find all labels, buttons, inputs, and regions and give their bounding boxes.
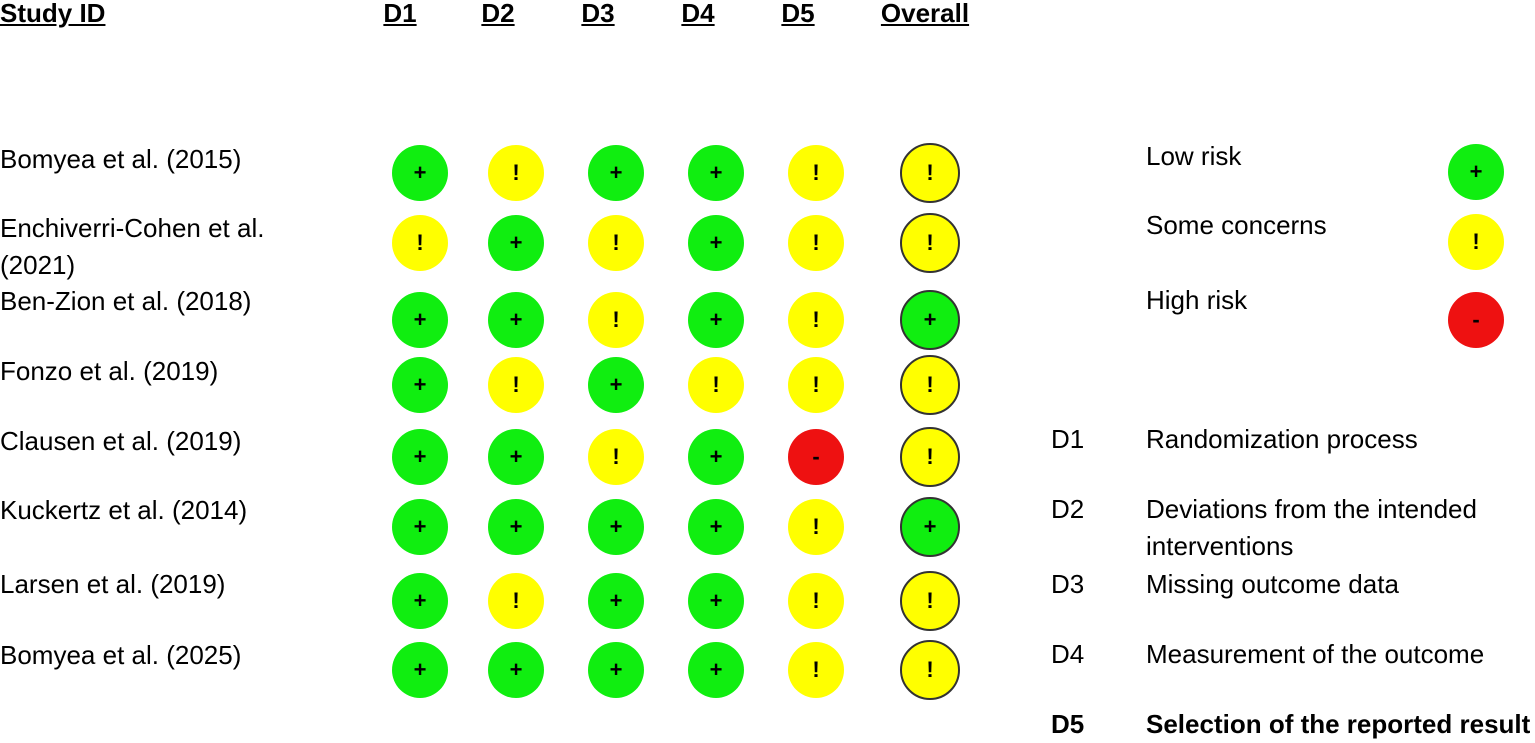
risk-dot-d1: + (392, 145, 448, 201)
domain-header-d3: D3 (581, 0, 615, 28)
overall-risk-dot: ! (900, 640, 960, 700)
legend-domain-code: D2 (1051, 494, 1085, 524)
legend-risk-label: Some concerns (1146, 210, 1327, 240)
study-label: Enchiverri-Cohen et al. (2021) (0, 213, 265, 280)
risk-dot-d5: ! (788, 215, 844, 271)
risk-dot-d3: + (588, 642, 644, 698)
risk-dot-d2: + (488, 215, 544, 271)
risk-dot-d1: + (392, 292, 448, 348)
risk-dot-d4: + (688, 499, 744, 555)
risk-dot-d2: + (488, 429, 544, 485)
legend-domain-code: D4 (1051, 639, 1085, 669)
risk-dot-d1: + (392, 429, 448, 485)
risk-dot-d5: ! (788, 357, 844, 413)
legend-domain-text: Selection of the reported result (1146, 709, 1531, 739)
legend-domain-code: D3 (1051, 569, 1085, 599)
risk-dot-d2: + (488, 499, 544, 555)
risk-dot-d4: + (688, 429, 744, 485)
risk-dot-d4: ! (688, 357, 744, 413)
overall-risk-dot: ! (900, 355, 960, 415)
risk-dot-d5: ! (788, 499, 844, 555)
study-label: Bomyea et al. (2025) (0, 640, 242, 670)
legend-risk-label: Low risk (1146, 141, 1242, 171)
risk-dot-d2: ! (488, 357, 544, 413)
risk-dot-d1: ! (392, 215, 448, 271)
overall-risk-dot: ! (900, 143, 960, 203)
risk-dot-d4: + (688, 215, 744, 271)
risk-dot-d2: + (488, 292, 544, 348)
study-label: Clausen et al. (2019) (0, 426, 242, 456)
study-label: Larsen et al. (2019) (0, 569, 226, 599)
study-label: Fonzo et al. (2019) (0, 356, 219, 386)
risk-dot-d3: ! (588, 292, 644, 348)
risk-dot-d5: ! (788, 145, 844, 201)
legend-domain-text: Missing outcome data (1146, 569, 1399, 599)
legend-domain-text: Randomization process (1146, 424, 1418, 454)
risk-dot-d4: + (688, 642, 744, 698)
risk-dot-d1: + (392, 499, 448, 555)
study-label: Bomyea et al. (2015) (0, 144, 242, 174)
legend-domain-code: D5 (1051, 709, 1085, 739)
risk-dot-d2: ! (488, 573, 544, 629)
overall-header: Overall (880, 0, 970, 28)
risk-dot-d5: - (788, 429, 844, 485)
legend-domain-text: Deviations from the intended interventio… (1146, 494, 1477, 561)
risk-dot-d4: + (688, 292, 744, 348)
risk-dot-d2: + (488, 642, 544, 698)
risk-dot-d3: + (588, 145, 644, 201)
risk-dot-d5: ! (788, 292, 844, 348)
domain-header-d1: D1 (383, 0, 417, 28)
study-label: Ben-Zion et al. (2018) (0, 286, 252, 316)
risk-dot-d4: + (688, 573, 744, 629)
risk-dot-d4: + (688, 145, 744, 201)
legend-domain-text: Measurement of the outcome (1146, 639, 1485, 669)
risk-dot-d3: ! (588, 429, 644, 485)
overall-risk-dot: ! (900, 213, 960, 273)
legend-risk-dot: - (1448, 292, 1504, 348)
study-id-header: Study ID (0, 0, 106, 28)
risk-dot-d5: ! (788, 573, 844, 629)
overall-risk-dot: + (900, 497, 960, 557)
legend-risk-dot: ! (1448, 214, 1504, 270)
risk-dot-d2: ! (488, 145, 544, 201)
domain-header-d4: D4 (681, 0, 715, 28)
overall-risk-dot: + (900, 290, 960, 350)
risk-dot-d3: + (588, 357, 644, 413)
overall-risk-dot: ! (900, 571, 960, 631)
risk-dot-d3: + (588, 499, 644, 555)
risk-dot-d3: + (588, 573, 644, 629)
risk-dot-d1: + (392, 642, 448, 698)
legend-risk-dot: + (1448, 144, 1504, 200)
risk-dot-d1: + (392, 357, 448, 413)
risk-dot-d5: ! (788, 642, 844, 698)
legend-risk-label: High risk (1146, 285, 1248, 315)
domain-header-d5: D5 (781, 0, 815, 28)
study-label: Kuckertz et al. (2014) (0, 495, 248, 525)
legend-domain-code: D1 (1051, 424, 1085, 454)
risk-dot-d1: + (392, 573, 448, 629)
domain-header-d2: D2 (481, 0, 515, 28)
risk-dot-d3: ! (588, 215, 644, 271)
overall-risk-dot: ! (900, 427, 960, 487)
